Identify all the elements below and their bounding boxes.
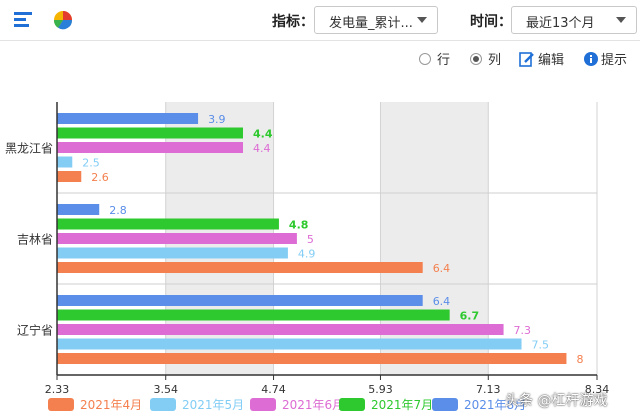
legend-swatch bbox=[432, 398, 458, 411]
x-tick-label: 3.54 bbox=[153, 383, 178, 396]
time-label: 时间： bbox=[470, 14, 512, 30]
tips-label: 提示 bbox=[601, 53, 628, 68]
indicator-select[interactable]: 发电量_累计... bbox=[314, 6, 438, 34]
data-label: 4.8 bbox=[289, 219, 309, 232]
data-label: 4.4 bbox=[253, 142, 271, 155]
data-label: 6.4 bbox=[433, 295, 451, 308]
plot-band bbox=[488, 102, 597, 375]
edit-icon bbox=[519, 52, 534, 67]
time-value: 最近13个月 bbox=[526, 16, 595, 31]
pie-chart-icon[interactable] bbox=[52, 9, 74, 31]
legend-label: 2021年6月 bbox=[282, 398, 344, 412]
legend-label: 2021年4月 bbox=[80, 398, 142, 412]
legend-swatch bbox=[48, 398, 74, 411]
indicator-label: 指标： bbox=[272, 14, 314, 30]
category-label: 黑龙江省 bbox=[5, 142, 53, 156]
edit-label: 编辑 bbox=[538, 53, 565, 68]
x-tick-label: 8.34 bbox=[585, 383, 610, 396]
data-label: 2.8 bbox=[109, 204, 127, 217]
bar bbox=[57, 247, 288, 259]
data-label: 2.6 bbox=[91, 171, 109, 184]
column-label: 列 bbox=[488, 53, 502, 68]
legend-swatch bbox=[150, 398, 176, 411]
category-label: 辽宁省 bbox=[17, 323, 53, 338]
bar bbox=[57, 324, 504, 335]
data-label: 5 bbox=[307, 233, 314, 246]
data-label: 6.4 bbox=[433, 262, 451, 275]
chevron-down-icon bbox=[616, 17, 626, 23]
bar bbox=[57, 262, 423, 273]
data-label: 7.5 bbox=[532, 339, 550, 352]
indicator-value: 发电量_累计... bbox=[329, 16, 413, 31]
x-tick-label: 5.93 bbox=[368, 383, 393, 396]
edit-button[interactable]: 编辑 bbox=[519, 49, 564, 68]
data-label: 7.3 bbox=[514, 324, 532, 337]
radio-row[interactable]: 行 bbox=[419, 49, 450, 68]
info-icon bbox=[584, 52, 598, 66]
row-label: 行 bbox=[437, 53, 451, 68]
category-label: 吉林省 bbox=[17, 233, 53, 247]
bar bbox=[57, 156, 73, 168]
data-label: 6.7 bbox=[460, 310, 480, 323]
bar bbox=[57, 309, 450, 321]
bar bbox=[57, 233, 297, 244]
bar bbox=[57, 204, 100, 215]
time-select[interactable]: 最近13个月 bbox=[511, 6, 637, 34]
legend-swatch bbox=[250, 398, 276, 411]
bar bbox=[57, 142, 243, 153]
data-label: 8 bbox=[576, 353, 583, 366]
data-label: 2.5 bbox=[82, 157, 100, 170]
bar-chart-icon[interactable] bbox=[12, 9, 34, 31]
x-tick-label: 4.74 bbox=[261, 383, 286, 396]
tips-button[interactable]: 提示 bbox=[584, 49, 627, 68]
x-tick-label: 2.33 bbox=[45, 383, 70, 396]
radio-column[interactable]: 列 bbox=[470, 49, 501, 68]
radio-icon bbox=[419, 53, 431, 65]
legend-swatch bbox=[339, 398, 365, 411]
data-label: 3.9 bbox=[208, 113, 226, 126]
chevron-down-icon bbox=[417, 17, 427, 23]
watermark: 头条 @杠杆游戏 bbox=[505, 393, 608, 409]
bar-chart: 黑龙江省 2.6 2.5 4.4 4.4 3.9 吉林省 6.4 4.9 5 4.8 2.8 辽宁省 8 7… bbox=[0, 95, 640, 420]
bar bbox=[57, 171, 82, 182]
bar bbox=[57, 295, 423, 306]
toolbar: 指标： 发电量_累计... 时间： 最近13个月 bbox=[0, 0, 640, 41]
bar bbox=[57, 353, 567, 364]
legend-label: 2021年8月 bbox=[464, 398, 526, 412]
legend-label: 2021年5月 bbox=[182, 398, 244, 412]
radio-selected-icon bbox=[470, 53, 482, 65]
data-label: 4.4 bbox=[253, 128, 273, 141]
bar bbox=[57, 338, 522, 350]
chart-svg: 黑龙江省 2.62.5 4.44.4 3.9 吉林省 6.4 4.9 54.8 2.8 辽宁省 8 7… bbox=[5, 102, 610, 412]
options-bar: 行 列 编辑 提示 bbox=[0, 47, 640, 71]
x-tick-label: 7.13 bbox=[476, 383, 501, 396]
data-label: 4.9 bbox=[298, 248, 316, 261]
bar bbox=[57, 218, 279, 230]
bar bbox=[57, 113, 199, 124]
legend-label: 2021年7月 bbox=[371, 398, 433, 412]
bar bbox=[57, 127, 243, 139]
